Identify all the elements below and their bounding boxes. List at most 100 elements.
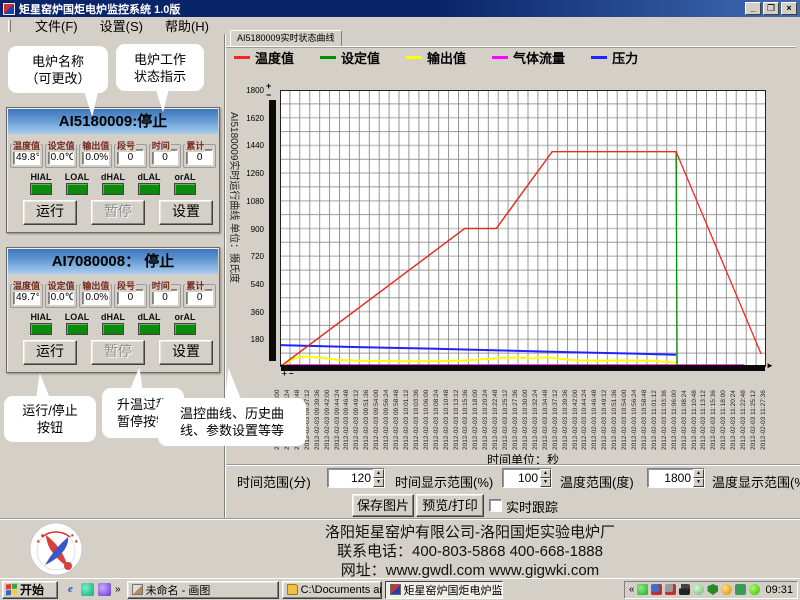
- time-range-spinner[interactable]: ▲ ▼: [327, 468, 385, 488]
- tray-icon-orange[interactable]: [721, 584, 733, 595]
- tray-collapse-icon[interactable]: «: [628, 584, 635, 595]
- x-tick-label: 2012-02-03 09:42:00: [323, 389, 331, 450]
- horizontal-scrollbar[interactable]: [281, 365, 765, 371]
- svg-text:★: ★: [36, 539, 41, 545]
- msn-icon[interactable]: [98, 583, 111, 596]
- run-button[interactable]: 运行: [23, 340, 77, 365]
- furnace-panel-AI7080008: AI7080008： 停止 温度值 49.7℃ 设定值 0.0℃ 输出值 0.0…: [6, 247, 220, 373]
- tray-icon-audio-muted[interactable]: [665, 584, 677, 595]
- media-player-icon[interactable]: [81, 583, 94, 596]
- temp-display-label: 温度显示范围(%: [712, 475, 800, 490]
- spin-up-icon[interactable]: ▲: [373, 469, 384, 478]
- furnace-panel-AI5180009: AI5180009:停止 温度值 49.8℃ 设定值 0.0℃ 输出值 0.0%…: [6, 107, 220, 233]
- zoom-in-icon[interactable]: +: [266, 81, 272, 91]
- h-zoom-icons[interactable]: + −: [282, 369, 294, 378]
- preview-print-button[interactable]: 预览/打印: [416, 494, 484, 517]
- ie-icon[interactable]: e: [68, 583, 73, 595]
- realtime-track-label: 实时跟踪: [506, 500, 559, 515]
- settings-button[interactable]: 设置: [159, 340, 213, 365]
- tab-realtime-curve[interactable]: AI5180009实时状态曲线: [230, 30, 342, 46]
- scroll-right-arrow-icon[interactable]: ►: [766, 361, 774, 370]
- spin-down-icon[interactable]: ▼: [373, 478, 384, 487]
- x-tick-label: 2012-02-03 10:20:24: [482, 389, 490, 450]
- save-image-button[interactable]: 保存图片: [352, 494, 414, 517]
- y-tick-900: 900: [250, 224, 264, 234]
- x-tick-label: 2012-02-03 10:06:00: [422, 389, 430, 450]
- x-tick-label: 2012-02-03 11:03:36: [660, 390, 668, 450]
- temp-range-input[interactable]: [648, 469, 693, 487]
- temp-range-label: 温度范围(度): [560, 475, 634, 490]
- tray-icon-shield[interactable]: [707, 584, 719, 595]
- field-output: 输出值 0.0%: [79, 279, 113, 308]
- temp-range-spinner[interactable]: ▲ ▼: [647, 468, 705, 488]
- tray-icon-green[interactable]: [637, 584, 649, 595]
- x-tick-label: 2012-02-03 10:44:24: [581, 389, 589, 450]
- legend-swatch-pressure: [591, 55, 608, 59]
- spin-up-icon[interactable]: ▲: [540, 469, 551, 478]
- y-tick-1080: 1080: [246, 196, 264, 206]
- menu-settings[interactable]: 设置(S): [99, 19, 143, 34]
- task-explorer[interactable]: C:\Documents and Se...: [281, 580, 382, 599]
- realtime-track-checkbox[interactable]: [489, 499, 502, 512]
- minimize-button[interactable]: _: [745, 2, 761, 15]
- x-tick-label: 2012-02-03 11:15:36: [710, 390, 718, 450]
- task-paint[interactable]: 未命名 - 画图: [126, 580, 279, 599]
- legend-temperature: 温度值: [234, 48, 294, 67]
- quick-launch-overflow-icon[interactable]: »: [115, 584, 121, 595]
- menubar: 文件(F) 设置(S) 帮助(H): [0, 17, 800, 34]
- menu-help[interactable]: 帮助(H): [164, 19, 209, 34]
- x-tick-label: 2012-02-03 11:13:12: [700, 390, 708, 450]
- legend-swatch-output: [406, 55, 423, 59]
- spin-down-icon[interactable]: ▼: [693, 478, 704, 487]
- spin-up-icon[interactable]: ▲: [693, 469, 704, 478]
- x-tick-label: 2012-02-03 10:10:48: [442, 389, 450, 450]
- tray-icon-signal[interactable]: [679, 584, 691, 595]
- x-axis-title: 时间单位：秒: [486, 453, 559, 467]
- y-tick-720: 720: [250, 252, 264, 262]
- led-HIAL: [30, 323, 52, 335]
- legend-swatch-temperature: [234, 55, 250, 59]
- vertical-scrollbar[interactable]: [269, 100, 276, 361]
- x-tick-label: 2012-02-03 10:46:48: [591, 389, 599, 450]
- x-tick-label: 2012-02-03 10:54:00: [621, 389, 629, 450]
- time-range-input[interactable]: [328, 469, 373, 487]
- x-tick-label: 2012-02-03 10:56:24: [631, 389, 639, 450]
- legend-output: 输出值: [406, 48, 466, 67]
- settings-button[interactable]: 设置: [159, 200, 213, 225]
- time-display-spinner[interactable]: ▲ ▼: [502, 468, 552, 488]
- tray-icon-globe[interactable]: [693, 584, 705, 595]
- pause-button[interactable]: 暂停: [91, 340, 145, 365]
- footer-phone: 联系电话：400-803-5868 400-668-1888: [337, 543, 603, 560]
- start-button[interactable]: 开始: [2, 580, 58, 599]
- x-tick-label: 2012-02-03 09:46:48: [343, 389, 351, 450]
- zoom-out-icon[interactable]: −: [266, 90, 272, 100]
- field-setpoint: 设定值 0.0℃: [44, 279, 78, 308]
- y-tick-360: 360: [250, 307, 264, 317]
- pause-button[interactable]: 暂停: [91, 200, 145, 225]
- tray-icon-update[interactable]: [749, 584, 761, 595]
- time-display-input[interactable]: [503, 469, 540, 487]
- tray-icon-messenger[interactable]: [735, 584, 747, 595]
- menu-file[interactable]: 文件(F): [35, 19, 78, 34]
- windows-logo-icon: [6, 583, 17, 596]
- x-tick-label: 2012-02-03 10:27:36: [512, 389, 520, 450]
- footer-company: 洛阳矩星窑炉有限公司-洛阳国炬实验电炉厂: [325, 524, 615, 541]
- run-button[interactable]: 运行: [23, 200, 77, 225]
- tray-icon-network-error[interactable]: [651, 584, 663, 595]
- x-tick-label: 2012-02-03 10:25:12: [502, 389, 510, 450]
- svg-text:★: ★: [40, 533, 45, 539]
- callout-run-stop: 运行/停止 按钮: [4, 396, 96, 442]
- x-tick-label: 2012-02-03 10:37:12: [551, 389, 559, 450]
- chart-legend: 温度值 设定值 输出值 气体流量 压力: [234, 48, 638, 67]
- taskbar-clock: 09:31: [765, 583, 793, 596]
- restore-button[interactable]: ❐: [763, 2, 779, 15]
- led-orAL: [174, 323, 196, 335]
- task-furnace-monitor[interactable]: 矩星窑炉国炬电炉监...: [384, 580, 503, 599]
- x-tick-label: 2012-02-03 10:51:36: [611, 389, 619, 450]
- close-button[interactable]: ×: [781, 2, 797, 15]
- x-tick-label: 2012-02-03 09:56:24: [383, 389, 391, 450]
- spin-down-icon[interactable]: ▼: [540, 478, 551, 487]
- y-tick-1620: 1620: [246, 113, 264, 123]
- chart-plot: [280, 90, 766, 367]
